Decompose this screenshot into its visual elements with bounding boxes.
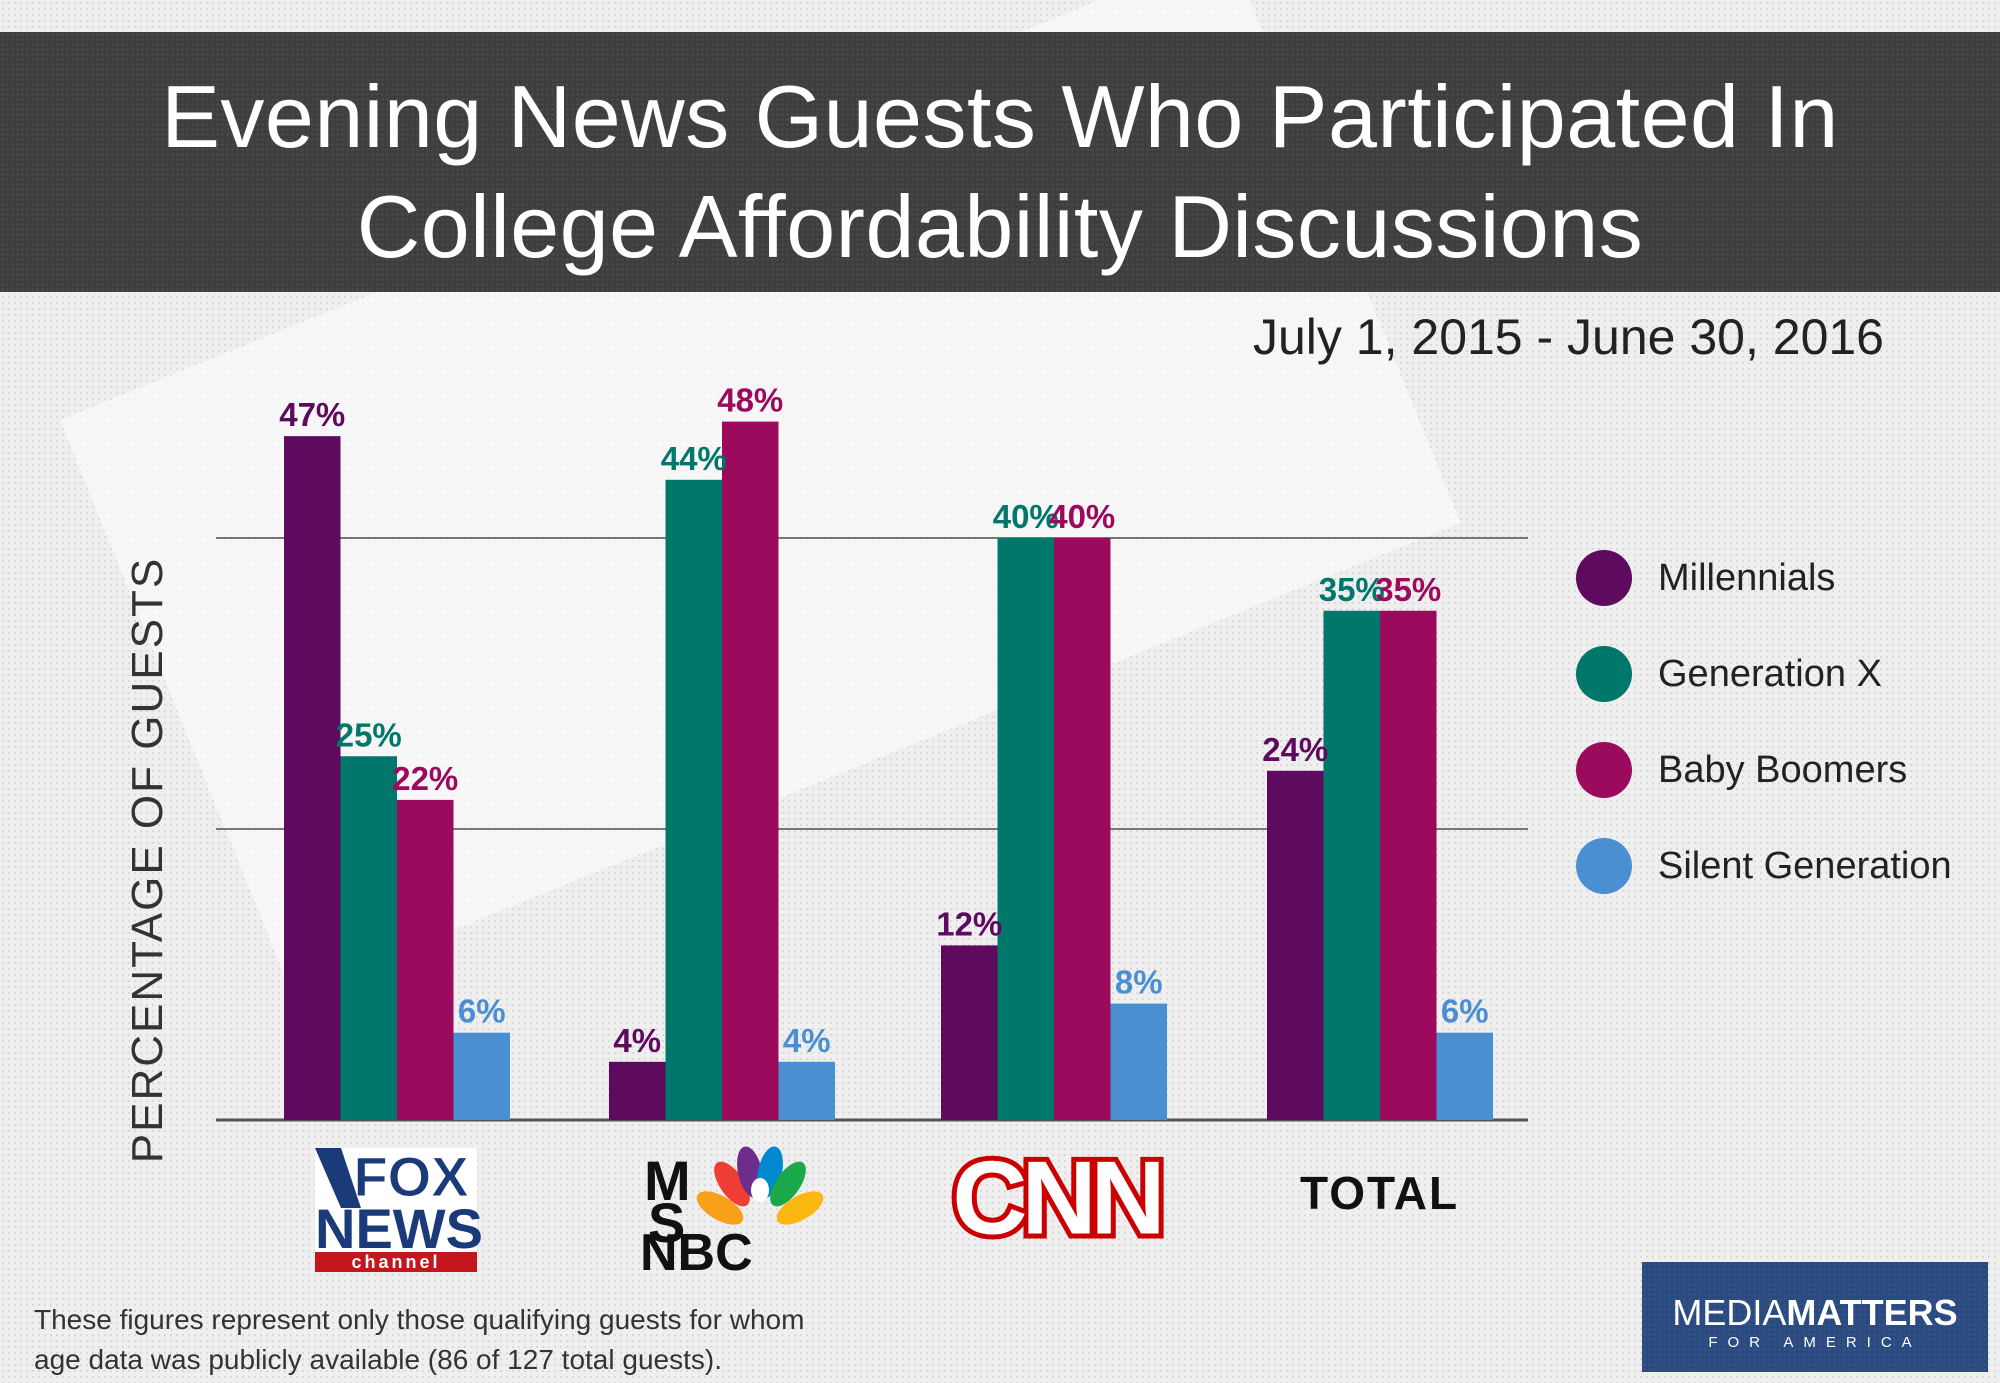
bar bbox=[609, 1061, 666, 1120]
title-banner bbox=[0, 32, 2000, 292]
bar bbox=[665, 479, 722, 1120]
data-label: 35% bbox=[1375, 571, 1441, 608]
bar bbox=[284, 436, 341, 1120]
footnote-line1: These figures represent only those quali… bbox=[34, 1304, 805, 1335]
data-label: 6% bbox=[458, 993, 506, 1030]
data-label: 48% bbox=[717, 382, 783, 419]
legend-item: Generation X bbox=[1576, 626, 1952, 722]
msnbc-logo: M S NBC bbox=[640, 1146, 824, 1282]
bar bbox=[778, 1061, 835, 1120]
data-label: 8% bbox=[1115, 964, 1163, 1001]
legend-label: Baby Boomers bbox=[1658, 748, 1908, 791]
date-range: July 1, 2015 - June 30, 2016 bbox=[1252, 309, 1884, 365]
msnbc-logo-line1: M bbox=[644, 1149, 691, 1212]
chart-title-line2: College Affordability Discussions bbox=[356, 177, 1644, 276]
fox-logo-line3: channel bbox=[351, 1252, 440, 1272]
bar bbox=[1436, 1032, 1493, 1120]
footnote-line2: age data was publicly available (86 of 1… bbox=[34, 1344, 722, 1375]
media-matters-logo: MEDIAMATTERS FOR AMERICA bbox=[1642, 1262, 1988, 1372]
cnn-logo: CNN CNN bbox=[947, 1135, 1170, 1261]
fox-news-logo: FOX NEWS channel bbox=[315, 1145, 483, 1272]
legend-item: Silent Generation bbox=[1576, 818, 1952, 914]
chart-title: Evening News Guests Who Participated In … bbox=[0, 62, 2000, 282]
data-label: 40% bbox=[1049, 498, 1115, 535]
bar bbox=[340, 756, 397, 1120]
bar bbox=[1054, 538, 1111, 1120]
data-label: 35% bbox=[1319, 571, 1385, 608]
fox-logo-line2: NEWS bbox=[315, 1197, 483, 1260]
data-label: 12% bbox=[936, 905, 1002, 942]
legend-label: Generation X bbox=[1658, 652, 1882, 695]
bars bbox=[284, 421, 1493, 1121]
bar bbox=[997, 538, 1054, 1120]
data-label: 47% bbox=[279, 396, 345, 433]
data-label: 4% bbox=[783, 1022, 831, 1059]
bar bbox=[1110, 1003, 1167, 1120]
bar bbox=[1323, 610, 1380, 1120]
brand-tagline: FOR AMERICA bbox=[1708, 1334, 1922, 1351]
data-label: 22% bbox=[392, 760, 458, 797]
brand-bold: MATTERS bbox=[1786, 1292, 1958, 1333]
legend-label: Millennials bbox=[1658, 556, 1836, 599]
data-label: 40% bbox=[993, 498, 1059, 535]
legend-swatch bbox=[1576, 550, 1632, 606]
footnote: These figures represent only those quali… bbox=[34, 1300, 1014, 1380]
cnn-logo-text: CNN bbox=[952, 1140, 1159, 1256]
category-label-total: TOTAL bbox=[1300, 1167, 1460, 1219]
bar bbox=[722, 421, 779, 1121]
legend-swatch bbox=[1576, 742, 1632, 798]
legend: Millennials Generation X Baby Boomers Silen… bbox=[1576, 530, 1952, 914]
cnn-logo-text-inner: CNN bbox=[952, 1140, 1159, 1256]
data-labels: 47% 25% 22% 6% 4% 44% 48% 4% 12% 40%40% 8% 24% 35%35… bbox=[279, 382, 1488, 1059]
legend-item: Millennials bbox=[1576, 530, 1952, 626]
msnbc-logo-line3: NBC bbox=[640, 1224, 753, 1282]
msnbc-logo-line2: S bbox=[648, 1191, 685, 1254]
bar bbox=[453, 1032, 510, 1120]
legend-label: Silent Generation bbox=[1658, 844, 1952, 887]
bar bbox=[1380, 610, 1437, 1120]
fox-logo-line1: FOX bbox=[353, 1145, 468, 1208]
data-label: 4% bbox=[613, 1022, 661, 1059]
brand-name: MEDIAMATTERS bbox=[1642, 1292, 1988, 1334]
chart-title-line1: Evening News Guests Who Participated In bbox=[161, 67, 1839, 166]
data-label: 24% bbox=[1262, 731, 1328, 768]
data-label: 44% bbox=[661, 440, 727, 477]
legend-swatch bbox=[1576, 838, 1632, 894]
nbc-peacock-icon bbox=[696, 1146, 824, 1225]
legend-item: Baby Boomers bbox=[1576, 722, 1952, 818]
brand-light: MEDIA bbox=[1672, 1292, 1787, 1333]
bar bbox=[1267, 770, 1324, 1120]
bar bbox=[397, 799, 454, 1120]
legend-swatch bbox=[1576, 646, 1632, 702]
data-label: 6% bbox=[1441, 993, 1489, 1030]
data-label: 25% bbox=[336, 716, 402, 753]
bar bbox=[941, 945, 998, 1120]
